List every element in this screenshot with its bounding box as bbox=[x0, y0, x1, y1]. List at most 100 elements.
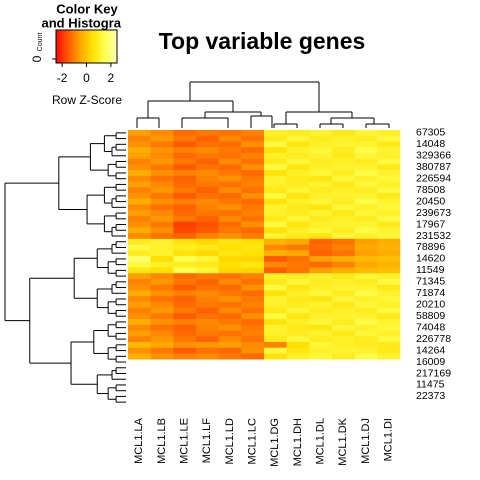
heatmap-cell bbox=[150, 244, 174, 251]
key-swatch bbox=[91, 30, 93, 63]
key-swatch bbox=[70, 30, 72, 63]
heatmap-cell bbox=[150, 250, 174, 257]
heatmap-cell bbox=[150, 256, 174, 263]
heatmap-cell bbox=[377, 341, 401, 349]
heatmap-cell bbox=[150, 164, 174, 171]
heatmap-cell bbox=[332, 152, 355, 159]
column-label: MCL1.LE bbox=[179, 418, 191, 464]
heatmap-cell bbox=[150, 227, 174, 234]
key-swatch bbox=[92, 30, 94, 63]
heatmap-cell bbox=[286, 141, 310, 148]
heatmap-cell bbox=[150, 221, 174, 228]
key-swatch bbox=[111, 30, 114, 63]
heatmap-cell bbox=[354, 215, 378, 222]
heatmap-cell bbox=[218, 307, 242, 314]
heatmap-cell bbox=[218, 135, 242, 142]
heatmap-cell bbox=[173, 353, 197, 360]
heatmap-cell bbox=[377, 227, 401, 234]
heatmap-cell bbox=[128, 158, 151, 165]
row-label: 16009 bbox=[416, 356, 445, 368]
heatmap-cell bbox=[264, 135, 287, 142]
heatmap-cell bbox=[196, 170, 219, 177]
key-tick-label: 2 bbox=[108, 71, 115, 85]
key-swatch bbox=[113, 30, 116, 63]
heatmap-cell bbox=[377, 141, 401, 148]
key-swatch bbox=[73, 30, 75, 63]
heatmap-cell bbox=[309, 256, 333, 263]
heatmap-cell bbox=[286, 296, 310, 303]
heatmap-cell bbox=[128, 278, 151, 285]
heatmap-cell bbox=[354, 256, 378, 263]
heatmap-cell bbox=[241, 324, 265, 331]
heatmap-cell bbox=[150, 147, 174, 154]
heatmap-cell bbox=[150, 278, 174, 285]
heatmap-cell bbox=[332, 147, 355, 154]
heatmap-cell bbox=[377, 221, 401, 228]
heatmap-cell bbox=[332, 135, 355, 142]
heatmap-cell bbox=[332, 221, 355, 228]
heatmap-cell bbox=[286, 347, 310, 354]
heatmap-cell bbox=[264, 347, 287, 354]
heatmap-cell bbox=[196, 353, 219, 360]
heatmap-cell bbox=[286, 170, 310, 177]
heatmap-cell bbox=[264, 319, 287, 326]
heatmap-cell bbox=[264, 198, 287, 205]
heatmap-cell bbox=[264, 238, 287, 245]
key-swatch bbox=[58, 30, 60, 63]
heatmap-cell bbox=[377, 147, 401, 154]
heatmap-cell bbox=[354, 319, 378, 326]
heatmap-cell bbox=[377, 261, 401, 268]
heatmap-cell bbox=[332, 227, 355, 234]
heatmap-cell bbox=[150, 313, 174, 320]
heatmap-cell bbox=[218, 256, 242, 263]
heatmap-cell bbox=[354, 198, 378, 205]
key-swatch bbox=[60, 30, 62, 63]
heatmap-cell bbox=[354, 353, 378, 360]
heatmap-cell bbox=[309, 233, 333, 240]
key-swatch bbox=[85, 30, 87, 63]
column-dendrogram bbox=[136, 81, 390, 128]
row-label: 14264 bbox=[416, 344, 445, 356]
heatmap-cell bbox=[128, 233, 151, 240]
heatmap-cell bbox=[218, 141, 242, 148]
heatmap-cell bbox=[128, 221, 151, 228]
key-swatch bbox=[97, 30, 99, 63]
heatmap-cell bbox=[150, 187, 174, 194]
heatmap-cell bbox=[286, 152, 310, 159]
heatmap-cell bbox=[150, 353, 174, 360]
heatmap-cell bbox=[264, 141, 287, 148]
heatmap-cell bbox=[173, 152, 197, 159]
heatmap-cell bbox=[309, 130, 333, 137]
heatmap-cell bbox=[241, 238, 265, 245]
key-swatch bbox=[103, 30, 106, 63]
heatmap-cell bbox=[173, 238, 197, 245]
key-swatch bbox=[90, 30, 92, 63]
heatmap-cell bbox=[196, 158, 219, 165]
heatmap-cell bbox=[128, 181, 151, 188]
heatmap-cell bbox=[173, 221, 197, 228]
heatmap-cell bbox=[332, 233, 355, 240]
heatmap-cell bbox=[309, 193, 333, 200]
heatmap-cell bbox=[354, 238, 378, 245]
column-label: MCL1.LC bbox=[247, 418, 259, 465]
heatmap-cell bbox=[309, 273, 333, 280]
heatmap-cell bbox=[264, 313, 287, 320]
heatmap-cell bbox=[241, 278, 265, 285]
heatmap-cell bbox=[264, 330, 287, 337]
heatmap-cell bbox=[218, 347, 242, 354]
heatmap-cell bbox=[286, 353, 310, 360]
heatmap-cell bbox=[128, 204, 151, 211]
heatmap-cell bbox=[332, 244, 355, 251]
heatmap-cell bbox=[128, 135, 151, 142]
key-tick-label: -2 bbox=[57, 71, 68, 85]
heatmap-cell bbox=[196, 284, 219, 291]
row-label: 231532 bbox=[416, 230, 451, 242]
heatmap-cell bbox=[377, 175, 401, 182]
heatmap-cell bbox=[241, 198, 265, 205]
heatmap-cell bbox=[173, 233, 197, 240]
heatmap-cell bbox=[150, 204, 174, 211]
key-swatch bbox=[71, 30, 73, 63]
heatmap-cell bbox=[377, 284, 401, 291]
heatmap-cell bbox=[264, 204, 287, 211]
heatmap-cell bbox=[241, 347, 265, 354]
